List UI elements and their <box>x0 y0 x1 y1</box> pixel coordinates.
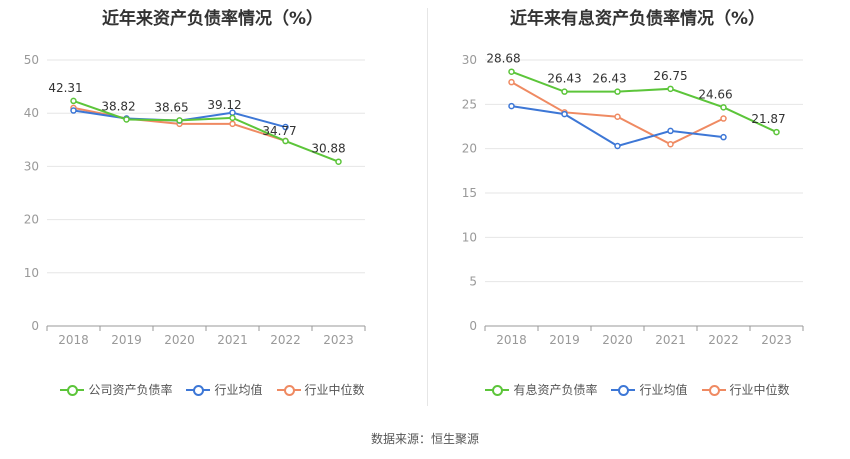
y-tick-label: 20 <box>24 213 39 227</box>
legend-label: 行业均值 <box>214 383 263 397</box>
chart-panel-interest-bearing-debt-ratio: 近年来有息资产负债率情况（%） 0 5 10 15 20 25 30 2018 2019 2020… <box>425 0 850 410</box>
x-tick-label: 2022 <box>270 333 301 347</box>
data-point <box>176 117 183 124</box>
y-tick-label: 20 <box>462 142 477 156</box>
x-tick-label: 2020 <box>164 333 195 347</box>
y-tick-label: 25 <box>462 97 477 111</box>
data-label: 38.65 <box>154 100 188 114</box>
data-label: 38.82 <box>101 99 135 113</box>
legend-swatch-icon <box>60 384 85 396</box>
chart-legend: 有息资产负债率 行业均值 行业中位数 <box>425 381 850 398</box>
y-tick-label: 10 <box>24 266 39 280</box>
data-point <box>123 116 130 123</box>
data-label: 24.66 <box>698 87 732 101</box>
y-tick-label: 40 <box>24 106 39 120</box>
data-point <box>229 120 236 128</box>
legend-label: 行业中位数 <box>729 383 790 397</box>
legend-item[interactable]: 有息资产负债率 <box>485 381 597 398</box>
y-tick-label: 0 <box>31 319 39 333</box>
data-point <box>773 128 780 136</box>
data-point <box>508 102 515 110</box>
x-tick-label: 2022 <box>708 333 739 347</box>
data-point <box>614 142 621 150</box>
data-point <box>667 140 674 148</box>
legend-swatch-icon <box>186 384 211 396</box>
legend-swatch-icon <box>701 384 726 396</box>
data-label: 26.43 <box>592 72 626 86</box>
legend-label: 行业中位数 <box>304 383 365 397</box>
legend-swatch-icon <box>276 384 301 396</box>
y-tick-label: 10 <box>462 230 477 244</box>
panel-divider <box>427 8 428 406</box>
y-tick-label: 50 <box>24 53 39 67</box>
data-point <box>282 123 289 131</box>
legend-label: 公司资产负债率 <box>88 383 173 397</box>
data-source-note: 数据来源：恒生聚源 <box>370 432 479 446</box>
data-point <box>720 133 727 141</box>
legend-label: 行业均值 <box>639 383 688 397</box>
x-tick-label: 2021 <box>217 333 248 347</box>
data-point <box>70 107 77 114</box>
data-point <box>508 68 515 75</box>
legend-label: 有息资产负债率 <box>513 383 598 397</box>
legend-item[interactable]: 行业均值 <box>186 381 263 398</box>
legend-item[interactable]: 公司资产负债率 <box>60 381 172 398</box>
x-tick-label: 2018 <box>58 333 89 347</box>
legend-swatch-icon <box>485 384 510 396</box>
x-tick-label: 2018 <box>496 333 527 347</box>
data-point <box>282 137 289 145</box>
x-tick-label: 2020 <box>602 333 633 347</box>
data-point <box>561 110 568 118</box>
data-point <box>229 114 236 122</box>
x-tick-label: 2021 <box>655 333 686 347</box>
chart-title: 近年来资产负债率情况（%） <box>101 9 324 29</box>
data-label: 26.75 <box>653 69 687 83</box>
line-chart-interest-bearing-debt-ratio: 0 5 10 15 20 25 30 2018 2019 2020 2021 2022 2023 28.6… <box>462 52 804 347</box>
series-line <box>511 105 724 148</box>
y-tick-label: 15 <box>462 186 477 200</box>
data-label: 39.12 <box>207 98 241 112</box>
data-label: 30.88 <box>311 142 345 156</box>
data-point <box>720 104 727 111</box>
series-line <box>73 99 339 163</box>
data-label: 42.31 <box>48 81 82 95</box>
x-tick-label: 2023 <box>323 333 354 347</box>
data-point <box>508 78 515 86</box>
legend-item[interactable]: 行业均值 <box>611 381 688 398</box>
legend-swatch-icon <box>611 384 636 396</box>
data-point <box>614 88 621 95</box>
y-tick-label: 0 <box>469 319 477 333</box>
x-tick-label: 2019 <box>111 333 142 347</box>
data-point <box>667 85 674 93</box>
data-point <box>720 115 727 122</box>
x-tick-label: 2023 <box>761 333 792 347</box>
x-tick-label: 2019 <box>549 333 580 347</box>
data-point <box>614 113 621 120</box>
legend-item[interactable]: 行业中位数 <box>701 381 790 398</box>
y-tick-label: 30 <box>24 159 39 173</box>
data-point <box>335 158 342 165</box>
data-label: 26.43 <box>547 72 581 86</box>
y-tick-label: 30 <box>462 53 477 67</box>
data-point <box>667 127 674 135</box>
chart-title: 近年来有息资产负债率情况（%） <box>509 9 766 29</box>
data-label: 21.87 <box>751 112 785 126</box>
y-tick-label: 5 <box>469 275 477 289</box>
line-chart-debt-ratio: 0 10 20 30 40 50 2018 2019 2020 2021 2022 2023 42.31… <box>24 53 366 347</box>
data-point <box>70 97 77 105</box>
data-label: 34.77 <box>262 124 296 138</box>
legend-item[interactable]: 行业中位数 <box>276 381 365 398</box>
data-point <box>561 88 568 95</box>
series-line <box>511 70 777 133</box>
chart-panel-debt-ratio: 近年来资产负债率情况（%） 0 10 20 30 40 50 2018 2019 2020 202… <box>0 0 425 410</box>
chart-legend: 公司资产负债率 行业均值 行业中位数 <box>0 381 425 398</box>
data-label: 28.68 <box>486 52 520 66</box>
